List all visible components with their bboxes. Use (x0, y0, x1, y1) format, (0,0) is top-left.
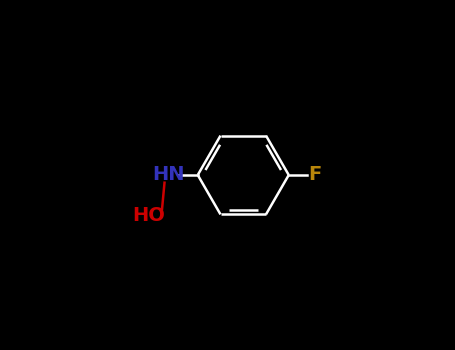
Text: HN: HN (152, 166, 184, 184)
Text: HO: HO (132, 206, 165, 225)
Text: F: F (308, 166, 322, 184)
